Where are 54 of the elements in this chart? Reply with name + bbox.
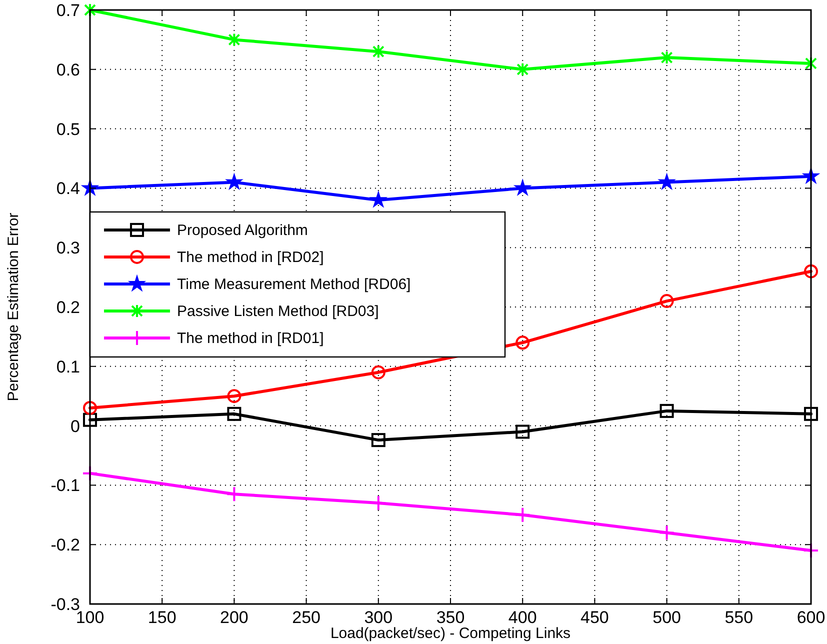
x-tick-label: 200 [220, 608, 248, 627]
y-tick-label: 0.3 [56, 238, 80, 258]
point [227, 406, 242, 421]
point [804, 264, 818, 278]
legend-label: The method in [RD01] [177, 330, 324, 348]
y-tick-label: 0.4 [56, 179, 80, 198]
point [660, 404, 674, 418]
point [371, 433, 386, 448]
y-tick-label: 0.1 [56, 357, 80, 376]
point [516, 62, 529, 76]
point [660, 294, 674, 308]
point [805, 56, 817, 70]
x-tick-label: 150 [148, 608, 176, 627]
point [660, 50, 673, 65]
point [516, 336, 530, 350]
y-tick-label: 0.6 [56, 60, 80, 80]
x-tick-label: 400 [508, 608, 537, 627]
y-axis-title: Percentage Estimation Error [5, 212, 22, 402]
point [658, 524, 675, 541]
point [226, 174, 242, 190]
x-tick-label: 550 [724, 608, 754, 627]
y-tick-label: 0.2 [56, 298, 80, 317]
point [82, 465, 98, 482]
x-tick-label: 350 [436, 608, 465, 627]
point [514, 180, 531, 196]
x-tick-label: 300 [364, 608, 393, 627]
legend-label: Proposed Algorithm [177, 222, 308, 240]
x-tick-label: 600 [796, 608, 826, 627]
point [372, 44, 384, 59]
point [803, 542, 819, 559]
x-tick-label: 450 [580, 608, 609, 627]
y-tick-label: 0 [70, 416, 80, 436]
point [514, 506, 531, 523]
legend-label: The method in [RD02] [177, 249, 324, 266]
y-tick-label: 0.5 [56, 120, 80, 139]
point [371, 365, 386, 380]
point [83, 400, 97, 415]
y-tick-label: -0.1 [50, 476, 80, 496]
x-tick-label: 500 [652, 608, 681, 627]
point [83, 412, 97, 427]
point [370, 192, 387, 208]
point [804, 406, 818, 421]
point [516, 424, 530, 439]
point [658, 174, 675, 190]
x-tick-label: 250 [292, 608, 320, 627]
legend-label: Time Measurement Method [RD06] [177, 276, 411, 294]
point [228, 32, 240, 47]
legend-label: Passive Listen Method [RD03] [177, 303, 379, 320]
y-tick-label: 0.7 [56, 0, 80, 20]
point [226, 486, 242, 502]
point [227, 389, 242, 404]
x-axis-title: Load(packet/sec) - Competing Links [330, 625, 571, 642]
point [84, 3, 96, 17]
y-tick-label: -0.2 [50, 536, 80, 555]
